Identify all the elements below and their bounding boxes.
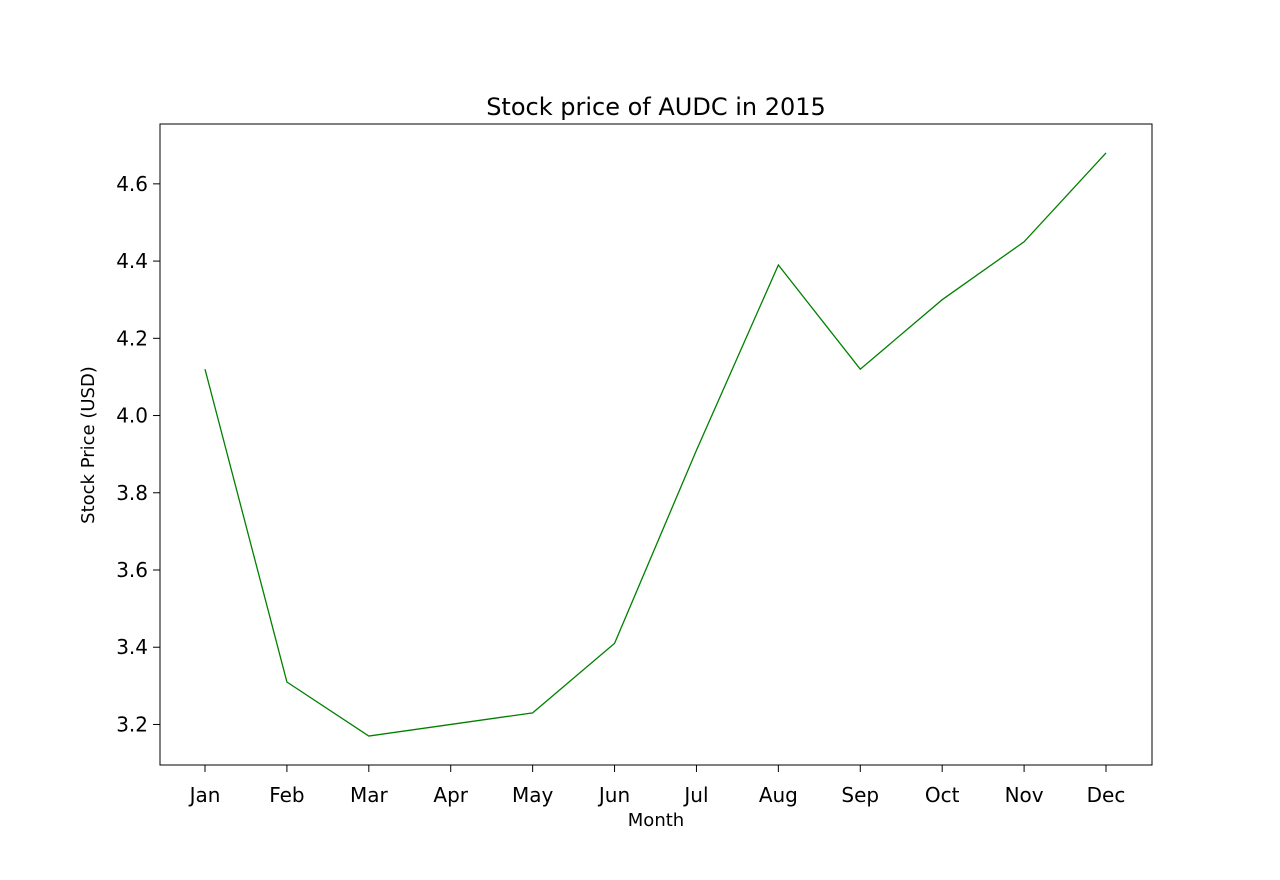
x-axis: Jan Feb Mar Apr May Jun Jul Aug Sep Oct Nov Dec: [188, 765, 1126, 807]
x-tick-label: Dec: [1087, 783, 1126, 807]
x-tick-label: Feb: [269, 783, 304, 807]
x-tick-label: Apr: [433, 783, 468, 807]
x-tick-label: Mar: [350, 783, 389, 807]
y-tick-label: 4.4: [116, 249, 148, 273]
x-tick-label: May: [512, 783, 554, 807]
x-axis-label: Month: [628, 810, 684, 831]
series-line: [204, 152, 1107, 737]
y-tick-label: 4.0: [116, 404, 148, 428]
y-tick-label: 3.8: [116, 481, 148, 505]
x-tick-label: Oct: [925, 783, 960, 807]
y-axis-label: Stock Price (USD): [78, 366, 99, 524]
x-tick-label: Jan: [188, 783, 221, 807]
x-tick-label: Nov: [1005, 783, 1044, 807]
y-tick-label: 4.2: [116, 326, 148, 350]
chart-title: Stock price of AUDC in 2015: [486, 93, 826, 121]
plot-area-frame: [159, 123, 1153, 766]
y-tick-label: 3.4: [116, 635, 148, 659]
y-tick-label: 4.6: [116, 172, 148, 196]
y-tick-label: 3.6: [116, 558, 148, 582]
y-tick-label: 3.2: [116, 712, 148, 736]
y-axis: 3.2 3.4 3.6 3.8 4.0 4.2 4.4 4.6: [116, 172, 160, 736]
x-tick-label: Jul: [682, 783, 708, 807]
x-tick-label: Aug: [759, 783, 798, 807]
x-tick-label: Sep: [841, 783, 879, 807]
x-tick-label: Jun: [597, 783, 630, 807]
